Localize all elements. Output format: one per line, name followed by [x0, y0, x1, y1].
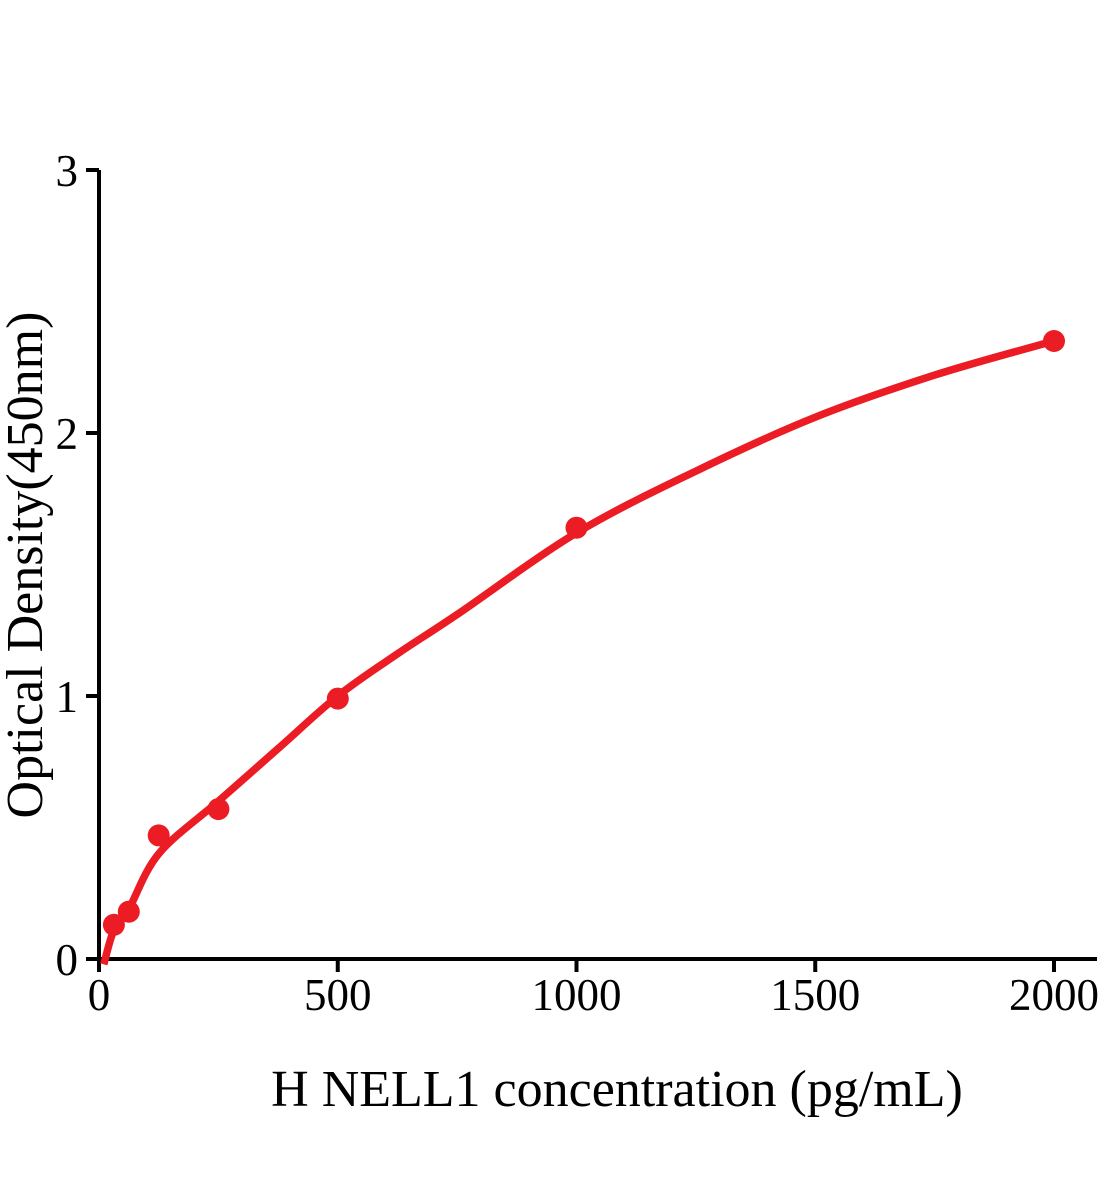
y-tick-label: 2 — [56, 409, 79, 459]
data-point — [565, 516, 588, 539]
data-point — [147, 824, 170, 847]
y-tick-label: 1 — [56, 672, 79, 722]
axes-layer — [97, 170, 1097, 961]
y-tick-label: 3 — [56, 146, 79, 196]
tick-layer: 0 1 2 3 0 500 1000 1500 2000 — [56, 146, 1100, 1020]
x-axis-title: H NELL1 concentration (pg/mL) — [271, 1061, 963, 1118]
x-tick-label: 500 — [304, 970, 372, 1020]
x-tick-label: 0 — [88, 970, 111, 1020]
data-point — [207, 798, 230, 821]
data-point — [117, 900, 140, 923]
y-tick-label: 0 — [56, 935, 79, 985]
fit-curve-layer — [100, 337, 1056, 966]
data-point — [1043, 330, 1065, 352]
x-tick-label: 1500 — [770, 970, 860, 1020]
x-tick-label: 2000 — [1009, 970, 1099, 1020]
y-axis-title: Optical Density(450nm) — [0, 312, 54, 819]
fit-curve — [100, 337, 1056, 966]
data-point — [326, 687, 349, 710]
data-points-layer — [102, 330, 1065, 936]
x-tick-label: 1000 — [532, 970, 622, 1020]
data-point — [102, 913, 125, 936]
